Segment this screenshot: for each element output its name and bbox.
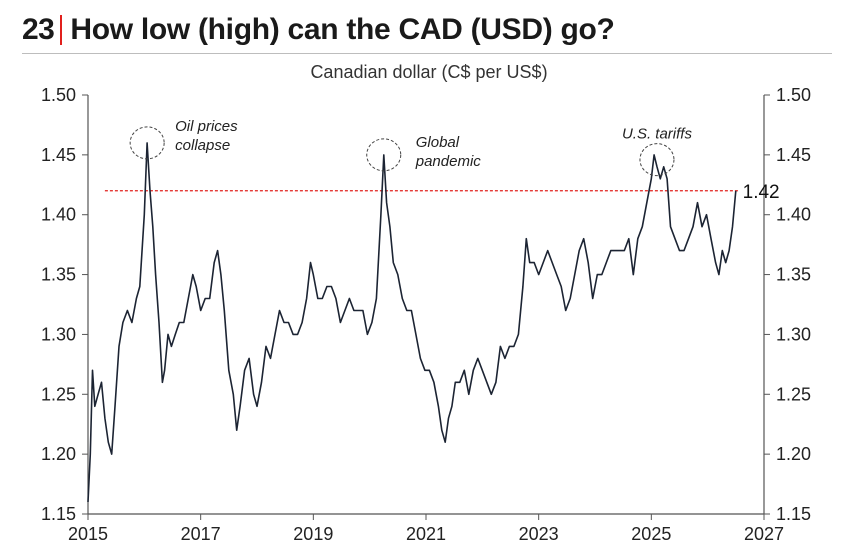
x-tick-label: 2017 xyxy=(181,524,221,544)
annotation-circle xyxy=(129,126,165,160)
page-title: How low (high) can the CAD (USD) go? xyxy=(70,13,615,46)
annotation-label: collapse xyxy=(175,137,230,154)
y-tick-label-right: 1.15 xyxy=(776,504,811,524)
y-tick-label-right: 1.35 xyxy=(776,265,811,285)
annotation-label: Global xyxy=(416,134,460,151)
title-divider xyxy=(22,53,832,54)
y-tick-label-left: 1.25 xyxy=(41,384,76,404)
y-tick-label-right: 1.40 xyxy=(776,205,811,225)
reference-line-group: 1.42 xyxy=(104,182,780,203)
x-tick-label: 2015 xyxy=(68,524,108,544)
x-tick-label: 2019 xyxy=(293,524,333,544)
x-tick-label: 2025 xyxy=(631,524,671,544)
title-separator xyxy=(60,15,63,45)
y-tick-label-left: 1.15 xyxy=(41,504,76,524)
y-tick-label-left: 1.35 xyxy=(41,265,76,285)
x-tick-label: 2021 xyxy=(406,524,446,544)
y-tick-label-left: 1.20 xyxy=(41,444,76,464)
slide-number: 23 xyxy=(22,13,55,46)
title-bar: 23 How low (high) can the CAD (USD) go? xyxy=(22,8,615,52)
annotation-circle xyxy=(366,138,402,172)
y-tick-label-right: 1.30 xyxy=(776,324,811,344)
annotation-circle xyxy=(639,143,675,177)
y-tick-label-right: 1.25 xyxy=(776,384,811,404)
y-tick-label-right: 1.45 xyxy=(776,145,811,165)
y-tick-label-right: 1.50 xyxy=(776,85,811,105)
annotation-group: Oil prices collapse Global pandemic U.S. tar… xyxy=(129,118,693,177)
axis-ticks: 1.15 1.15 1.20 1.20 1.25 1.25 1.30 1.30 1.35 1.35… xyxy=(41,85,811,544)
y-tick-label-left: 1.40 xyxy=(41,205,76,225)
chart-title: Canadian dollar (C$ per US$) xyxy=(310,62,548,82)
cad-usd-series-line xyxy=(87,142,737,503)
y-tick-label-left: 1.30 xyxy=(41,324,76,344)
y-tick-label-left: 1.45 xyxy=(41,145,76,165)
y-tick-label-left: 1.50 xyxy=(41,85,76,105)
reference-line-label: 1.42 xyxy=(743,182,780,203)
x-tick-label: 2027 xyxy=(744,524,784,544)
x-tick-label: 2023 xyxy=(519,524,559,544)
y-tick-label-right: 1.20 xyxy=(776,444,811,464)
annotation-label: pandemic xyxy=(415,153,482,170)
annotation-label: Oil prices xyxy=(175,118,238,135)
annotation-label: U.S. tariffs xyxy=(622,126,693,143)
